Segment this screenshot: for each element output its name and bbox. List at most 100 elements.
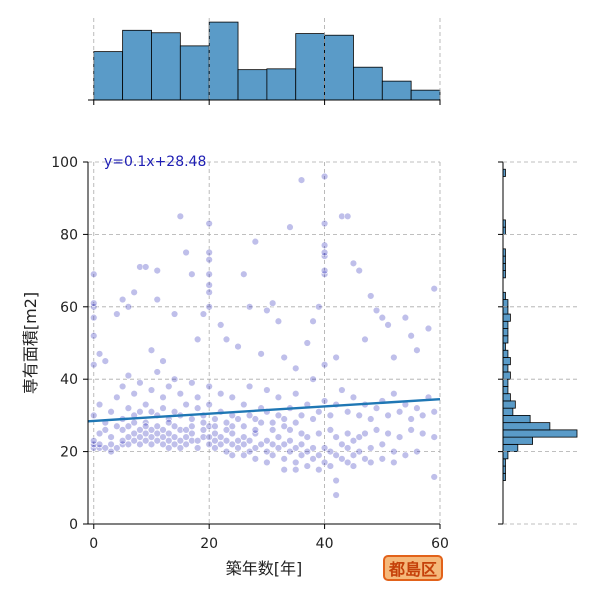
scatter-point <box>361 429 369 438</box>
scatter-point <box>113 393 121 401</box>
x-tick-label: 20 <box>200 536 218 552</box>
scatter-point <box>286 447 294 456</box>
scatter-point <box>130 288 138 297</box>
scatter-point <box>234 444 242 452</box>
scatter-point <box>378 313 386 322</box>
scatter-point <box>136 426 144 434</box>
scatter-point <box>292 418 300 427</box>
scatter-point <box>113 310 121 318</box>
scatter-point <box>274 393 283 401</box>
x-hist-bar <box>381 80 412 101</box>
scatter-point <box>240 270 248 278</box>
scatter-point <box>153 368 161 376</box>
y-tick-label: 100 <box>51 155 78 171</box>
scatter-point <box>240 451 248 459</box>
scatter-point <box>280 466 288 474</box>
scatter-point <box>211 415 219 423</box>
scatter-point <box>332 451 340 459</box>
scatter-point <box>245 447 254 456</box>
scatter-point <box>222 418 231 427</box>
scatter-point <box>245 437 254 445</box>
scatter-point <box>297 411 306 420</box>
scatter-point <box>142 422 150 430</box>
scatter-point <box>170 375 179 383</box>
scatter-point <box>286 437 294 445</box>
scatter-point <box>95 350 104 358</box>
scatter-point <box>390 458 398 467</box>
scatter-point <box>176 212 185 221</box>
scatter-point <box>147 426 156 434</box>
scatter-point <box>107 408 115 416</box>
scatter-point <box>188 379 196 387</box>
scatter-point <box>188 270 196 278</box>
scatter-point <box>257 440 265 449</box>
scatter-point <box>211 422 219 430</box>
scatter-point <box>309 444 317 452</box>
scatter-point <box>268 418 277 427</box>
scatter-point <box>315 451 323 459</box>
scatter-point <box>268 451 277 459</box>
scatter-point <box>170 422 179 430</box>
x-hist-bar <box>93 51 124 101</box>
scatter-point <box>280 422 288 430</box>
scatter-point <box>378 455 386 463</box>
scatter-point <box>367 444 375 452</box>
scatter-point <box>332 491 340 499</box>
scatter-point <box>280 455 288 463</box>
y-hist-bar <box>502 422 551 431</box>
y-hist-bar <box>502 328 509 337</box>
scatter-point <box>240 422 248 430</box>
scatter-point <box>349 462 358 470</box>
scatter-point <box>182 440 190 449</box>
scatter-point <box>193 437 202 445</box>
scatter-point <box>165 382 173 391</box>
y-hist-bar <box>502 320 509 329</box>
scatter-point <box>320 241 329 249</box>
scatter-point <box>228 393 236 401</box>
scatter-point <box>413 447 421 456</box>
x-marginal-histogram <box>88 18 441 105</box>
y-hist-bar <box>502 378 509 387</box>
scatter-point <box>372 306 381 315</box>
scatter-point <box>136 440 144 449</box>
scatter-point <box>343 429 352 438</box>
scatter-point <box>303 462 311 470</box>
scatter-point <box>430 408 438 416</box>
scatter-point <box>118 426 127 434</box>
scatter-point <box>280 440 288 449</box>
y-marginal-histogram <box>498 161 578 525</box>
scatter-point <box>217 433 225 441</box>
scatter-point <box>124 422 133 430</box>
scatter-point <box>107 447 115 456</box>
scatter-point <box>280 353 288 362</box>
y-hist-bar <box>502 407 514 416</box>
scatter-point <box>90 437 98 445</box>
scatter-point <box>90 361 98 369</box>
scatter-point <box>315 408 323 416</box>
y-hist-bar <box>502 313 511 322</box>
scatter-point <box>263 386 271 394</box>
scatter-point <box>326 447 335 456</box>
scatter-point <box>320 458 329 467</box>
scatter-point <box>240 400 248 409</box>
scatter-point <box>349 437 358 445</box>
scatter-point <box>193 335 202 344</box>
scatter-point <box>407 415 415 423</box>
scatter-point <box>182 400 190 409</box>
scatter-point <box>320 361 329 369</box>
scatter-point <box>286 223 294 231</box>
scatter-point <box>245 382 254 391</box>
scatter-point <box>274 317 283 325</box>
scatter-point <box>332 433 340 441</box>
scatter-point <box>113 444 121 452</box>
scatter-point <box>199 433 208 441</box>
scatter-point <box>309 317 317 325</box>
scatter-point <box>343 444 352 452</box>
scatter-point <box>390 353 398 362</box>
x-tick-label: 0 <box>89 536 98 552</box>
scatter-point <box>124 404 133 412</box>
scatter-point <box>211 429 219 438</box>
scatter-point <box>418 411 427 420</box>
scatter-point <box>303 447 311 456</box>
scatter-point <box>101 357 110 365</box>
